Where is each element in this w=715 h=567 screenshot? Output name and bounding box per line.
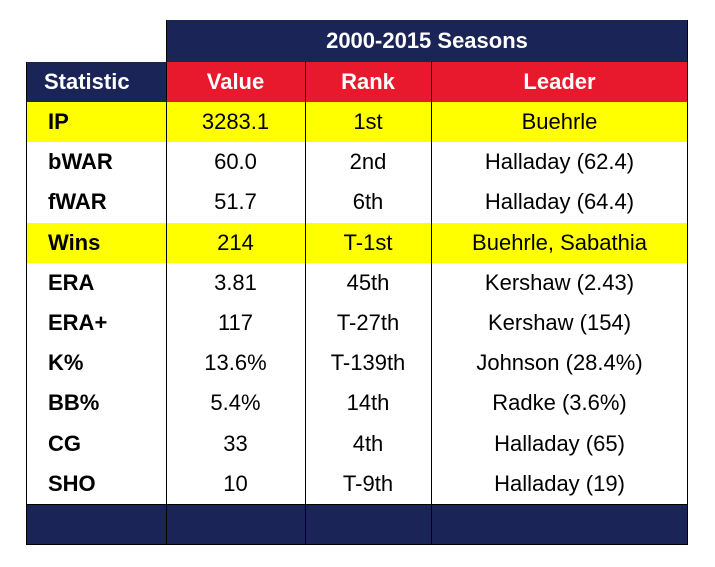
statistic-cell: bWAR (48, 149, 113, 175)
rank-cell: T-9th (342, 470, 394, 496)
grid-line (26, 504, 688, 505)
statistic-cell: ERA+ (48, 310, 108, 336)
rank-cell: T-139th (330, 350, 406, 376)
value-cell: 10 (223, 470, 248, 496)
value-cell: 3283.1 (166, 102, 305, 143)
rank-cell: T-1st (305, 222, 431, 263)
column-header-leader: Leader (431, 62, 688, 102)
leader-cell: Kershaw (154) (487, 310, 632, 336)
statistic-cell: Wins (26, 222, 166, 263)
rank-cell: 1st (305, 102, 431, 143)
statistic-cell: IP (26, 102, 166, 143)
statistic-cell: CG (48, 430, 81, 456)
statistic-cell: ERA (48, 269, 95, 295)
footer-cell (431, 504, 688, 545)
statistic-cell: K% (48, 350, 84, 376)
value-cell: 60.0 (214, 149, 257, 175)
grid-line (26, 544, 688, 545)
footer-cell (305, 504, 431, 545)
value-cell: 5.4% (210, 390, 261, 416)
rank-cell: 45th (346, 269, 390, 295)
grid-line (166, 20, 167, 545)
leader-cell: Radke (3.6%) (492, 390, 627, 416)
corner-blank (26, 20, 166, 62)
leader-cell: Kershaw (2.43) (484, 269, 635, 295)
leader-cell: Johnson (28.4%) (476, 350, 643, 376)
leader-cell: Halladay (19) (494, 470, 625, 496)
value-cell: 13.6% (204, 350, 267, 376)
value-cell: 51.7 (214, 189, 257, 215)
value-cell: 33 (223, 430, 248, 456)
leader-cell: Halladay (65) (494, 430, 625, 456)
statistic-cell: SHO (48, 470, 96, 496)
value-cell: 117 (217, 310, 254, 336)
leader-cell: Buehrle (431, 102, 688, 143)
statistic-cell: fWAR (48, 189, 107, 215)
rank-cell: 4th (352, 430, 384, 456)
column-header-rank: Rank (305, 62, 431, 102)
grid-line (26, 62, 27, 545)
leader-cell: Buehrle, Sabathia (431, 222, 688, 263)
value-cell: 3.81 (214, 269, 257, 295)
leader-cell: Halladay (62.4) (484, 149, 635, 175)
grid-line (431, 62, 432, 545)
stats-table: 2000-2015 Seasons Statistic Value Rank L… (26, 20, 688, 545)
rank-cell: 6th (352, 189, 384, 215)
rank-cell: 14th (346, 390, 390, 416)
column-header-value: Value (166, 62, 305, 102)
rank-cell: T-27th (336, 310, 400, 336)
column-header-statistic: Statistic (26, 62, 166, 102)
footer-cell (26, 504, 166, 545)
seasons-header: 2000-2015 Seasons (166, 20, 688, 62)
grid-line (687, 20, 688, 545)
leader-cell: Halladay (64.4) (484, 189, 635, 215)
grid-line (305, 62, 306, 545)
statistic-cell: BB% (48, 390, 100, 416)
value-cell: 214 (166, 222, 305, 263)
rank-cell: 2nd (349, 149, 387, 175)
footer-cell (166, 504, 305, 545)
